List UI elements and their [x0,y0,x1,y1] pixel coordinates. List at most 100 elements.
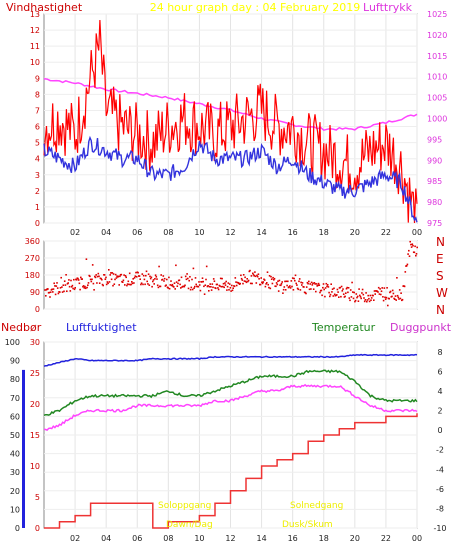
direction-point [108,281,111,283]
direction-point [365,292,367,294]
pressure-tick-label: 990 [427,156,442,165]
wind-speed-tick-label: 10 [30,58,40,67]
direction-point [119,275,121,278]
direction-point [244,276,246,279]
sunset-label: Solnedgang [290,501,343,511]
direction-point [382,299,385,302]
direction-point [351,281,353,284]
direction-point [414,245,416,248]
direction-point [349,289,352,291]
direction-point [73,288,76,291]
direction-point [63,280,66,282]
direction-point [339,286,341,289]
direction-point [372,294,374,297]
direction-point [191,278,193,281]
direction-point [386,287,388,289]
direction-point [305,292,307,295]
direction-point [54,285,56,287]
direction-point [352,297,355,300]
direction-point [349,299,351,302]
direction-point [123,274,125,276]
direction-point [118,284,120,286]
direction-point [134,275,137,277]
direction-point [353,291,355,294]
direction-point [400,292,402,294]
direction-point [115,277,118,279]
direction-point [65,274,67,276]
direction-point [166,278,168,281]
direction-point [74,287,76,289]
direction-point [140,282,143,284]
direction-point [360,297,362,300]
direction-point [224,284,227,286]
rain-tick-label: 80 [10,375,20,384]
hour-tick-label: 12 [225,534,235,543]
direction-point [285,280,288,283]
rain-tick-label: 0 [15,524,20,533]
direction-point [320,289,323,292]
pressure-line [43,78,418,132]
direction-point [323,288,325,291]
direction-point [91,264,94,266]
direction-point [378,293,381,295]
direction-point [102,284,104,287]
direction-point [147,273,150,275]
direction-point [191,288,194,291]
direction-point [242,282,244,285]
humidity-tick-label: 10 [30,462,40,471]
direction-point [230,290,232,292]
direction-point [169,284,172,286]
hour-tick-label: 04 [101,534,111,543]
direction-point [363,300,366,303]
direction-point [222,282,225,285]
direction-point [356,296,358,299]
direction-point [388,297,390,300]
direction-point [229,287,232,289]
direction-point [301,282,304,284]
direction-point [261,282,264,285]
direction-point [121,281,124,283]
direction-point [235,284,238,287]
direction-point [326,284,329,286]
direction-point [246,278,248,280]
direction-point [240,277,243,280]
hour-tick-label: 06 [132,228,142,237]
humidity-tick-label: 5 [35,493,40,502]
direction-point [226,289,228,291]
direction-point [113,283,116,285]
direction-point [294,274,297,277]
direction-point [100,277,102,280]
direction-point [265,283,267,285]
direction-point [67,282,69,284]
direction-point [312,288,315,290]
hour-tick-label: 22 [381,228,391,237]
wind-speed-tick-label: 4 [35,155,40,164]
direction-point [215,287,217,290]
direction-point [156,284,159,287]
direction-point [405,265,408,267]
direction-point [135,276,138,278]
direction-point [326,285,328,288]
direction-point [301,284,303,286]
pressure-tick-label: 975 [427,219,442,228]
direction-point [110,278,113,281]
direction-point [227,282,230,284]
direction-point [187,287,190,290]
direction-point [253,275,255,277]
direction-point [238,282,240,284]
direction-point [217,288,220,291]
temperature-tick-label: -10 [433,524,446,533]
direction-point [201,281,203,283]
wind-speed-tick-label: 1 [35,203,40,212]
temperature-tick-label: -6 [436,485,444,494]
rain-tick-label: 90 [10,357,20,366]
direction-point [95,274,97,276]
graph-title: 24 hour graph day : 04 February 2019 [150,1,361,14]
direction-point [212,278,215,280]
direction-point [394,295,397,297]
direction-point [154,274,157,276]
direction-point [321,294,323,297]
direction-point [275,282,278,284]
humidity-label: Luftfuktighet [66,321,137,334]
direction-point [145,274,147,277]
